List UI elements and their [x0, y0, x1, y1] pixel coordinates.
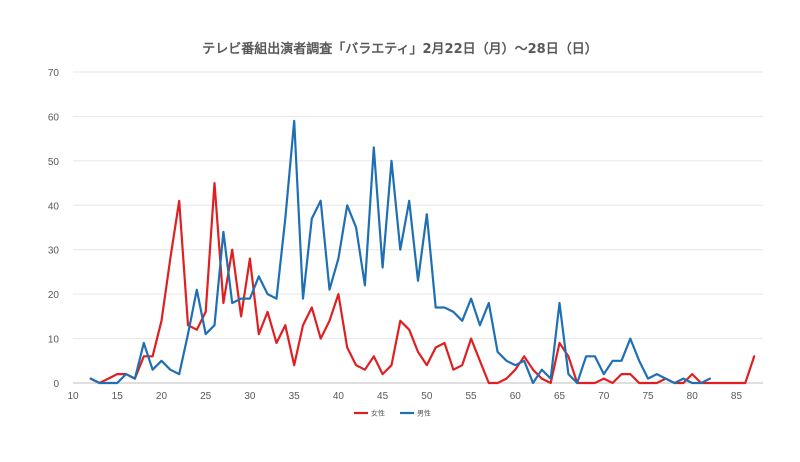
gridlines [73, 71, 763, 384]
y-tick-label: 40 [48, 201, 60, 212]
y-tick-label: 50 [48, 157, 60, 168]
x-tick-label: 30 [244, 391, 256, 402]
x-tick-label: 75 [642, 391, 654, 402]
y-tick-label: 10 [48, 335, 60, 346]
series-line-female [89, 182, 756, 385]
legend-label: 男性 [417, 409, 431, 418]
x-tick-label: 65 [554, 391, 566, 402]
series-lines [89, 119, 756, 385]
y-tick-label: 0 [53, 379, 59, 390]
x-tick-label: 60 [510, 391, 522, 402]
x-tick-label: 40 [333, 391, 345, 402]
x-tick-label: 10 [67, 391, 79, 402]
x-tick-label: 55 [466, 391, 478, 402]
x-tick-label: 50 [421, 391, 433, 402]
legend: 女性 男性 [354, 409, 431, 418]
x-tick-label: 45 [377, 391, 389, 402]
x-tick-label: 80 [687, 391, 699, 402]
x-tick-label: 85 [731, 391, 743, 402]
y-tick-label: 70 [48, 68, 60, 79]
y-tick-label: 30 [48, 246, 60, 257]
chart-title: テレビ番組出演者調査「バラエティ」2月22日（月）～28日（日） [202, 42, 598, 57]
axes: 0 10 20 30 40 50 60 70 10 15 20 25 30 35 40 45 50 55 60 65 7… [48, 68, 743, 402]
x-tick-label: 25 [200, 391, 212, 402]
legend-label: 女性 [371, 409, 385, 418]
x-tick-label: 35 [289, 391, 301, 402]
series-line-male [89, 119, 712, 385]
x-tick-label: 20 [156, 391, 168, 402]
y-tick-label: 60 [48, 112, 60, 123]
y-tick-label: 20 [48, 290, 60, 301]
x-tick-label: 15 [112, 391, 124, 402]
x-tick-label: 70 [598, 391, 610, 402]
